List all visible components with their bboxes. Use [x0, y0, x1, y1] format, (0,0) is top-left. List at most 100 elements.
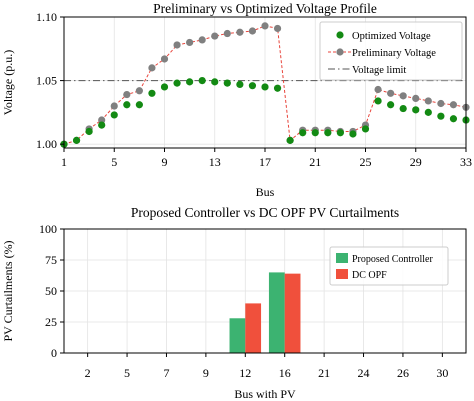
preliminary-voltage-point [135, 87, 143, 95]
optimized-voltage-point [110, 111, 118, 119]
preliminary-voltage-point [424, 97, 432, 105]
optimized-voltage-point [349, 130, 357, 138]
y-axis-label: Voltage (p.u.) [1, 50, 15, 115]
x-tick-label: 33 [460, 155, 472, 169]
optimized-voltage-point [261, 83, 269, 91]
optimized-voltage-point [437, 112, 445, 120]
preliminary-voltage-point [223, 29, 231, 38]
x-tick-label: 26 [397, 366, 409, 380]
optimized-voltage-point [85, 127, 93, 136]
optimized-voltage-point [173, 79, 181, 87]
preliminary-voltage-point [449, 101, 458, 109]
legend-swatch-proposed [336, 253, 348, 263]
x-tick-label: 9 [162, 155, 168, 169]
optimized-voltage-point [336, 129, 344, 137]
legend-box [319, 21, 463, 81]
x-tick-label: 29 [410, 155, 422, 169]
legend-label-optimized: Optimized Voltage [352, 31, 431, 42]
preliminary-voltage-point [173, 41, 181, 49]
x-tick-label: 24 [358, 366, 370, 380]
optimized-voltage-point [72, 136, 81, 144]
bar-dc-opf [284, 273, 301, 353]
y-tick-label: 1.10 [36, 10, 57, 24]
legend-label-dc-opf: DC OPF [352, 270, 387, 281]
bar-proposed-controller [268, 272, 285, 353]
legend-label-proposed: Proposed Controller [352, 254, 433, 265]
preliminary-voltage-point [273, 24, 282, 33]
preliminary-voltage-point [98, 116, 106, 124]
preliminary-voltage-point [387, 89, 395, 97]
chart-title: Preliminary vs Optimized Voltage Profile [153, 1, 377, 16]
x-tick-label: 1 [61, 155, 67, 169]
voltage-profile-chart: 1 5 9 13 17 21 25 29 33 1.00 1.05 1.10 Preliminary v… [1, 1, 472, 199]
optimized-voltage-point [374, 97, 382, 105]
preliminary-voltage-point [186, 38, 194, 47]
optimized-voltage-point [98, 121, 106, 129]
chart-title: Proposed Controller vs DC OPF PV Curtail… [131, 205, 399, 220]
optimized-voltage-point [299, 129, 307, 137]
optimized-voltage-point [324, 129, 332, 137]
y-tick-label: 100 [39, 222, 57, 236]
optimized-voltage-point [412, 106, 420, 114]
preliminary-voltage-point [236, 28, 244, 36]
preliminary-voltage-point [374, 85, 382, 94]
y-tick-label: 75 [45, 253, 57, 267]
optimized-voltage-point [399, 104, 407, 113]
legend-box [329, 246, 449, 286]
x-tick-label: 17 [259, 155, 271, 169]
optimized-voltage-point [135, 101, 143, 109]
optimized-voltage-point [223, 79, 231, 87]
optimized-voltage-point [186, 78, 194, 86]
legend-swatch-dc-opf [336, 269, 348, 279]
optimized-voltage-point [273, 84, 282, 92]
x-axis-label: Bus [256, 185, 275, 199]
y-tick-label: 0 [51, 346, 57, 360]
y-tick-label: 50 [45, 284, 57, 298]
optimized-voltage-point [160, 83, 169, 91]
preliminary-voltage-point [211, 32, 219, 40]
preliminary-voltage-point [123, 90, 131, 99]
legend-label-preliminary: Preliminary Voltage [352, 48, 436, 59]
bar-proposed-controller [229, 318, 246, 353]
x-axis-label: Bus with PV [234, 387, 296, 401]
x-tick-label: 12 [239, 366, 251, 380]
optimized-voltage-point [286, 136, 294, 144]
y-axis-label: PV Curtailments (%) [1, 240, 15, 341]
x-tick-label: 9 [203, 366, 209, 380]
x-tick-label: 2 [85, 366, 91, 380]
preliminary-voltage-point [261, 22, 269, 30]
y-tick-label: 1.05 [36, 74, 57, 88]
x-tick-label: 5 [124, 366, 130, 380]
optimized-voltage-point [361, 125, 370, 133]
legend-marker-preliminary [336, 48, 344, 56]
preliminary-voltage-point [198, 36, 206, 44]
preliminary-voltage-point [412, 94, 420, 102]
y-tick-label: 1.00 [36, 137, 57, 151]
preliminary-voltage-point [110, 102, 118, 110]
preliminary-voltage-point [399, 92, 407, 100]
x-tick-label: 30 [436, 366, 448, 380]
x-tick-label: 5 [111, 155, 117, 169]
optimized-voltage-point [123, 101, 131, 109]
preliminary-voltage-point [437, 99, 445, 108]
preliminary-voltage-point [248, 27, 257, 35]
x-tick-label: 25 [360, 155, 372, 169]
legend-label-limit: Voltage limit [352, 65, 406, 76]
optimized-voltage-point [449, 115, 458, 123]
optimized-voltage-point [424, 108, 432, 116]
optimized-voltage-point [236, 80, 244, 89]
optimized-voltage-point [248, 82, 257, 90]
x-tick-label: 21 [309, 155, 321, 169]
x-tick-label: 16 [279, 366, 291, 380]
x-tick-label: 21 [318, 366, 330, 380]
x-tick-label: 7 [163, 366, 169, 380]
optimized-voltage-point [311, 129, 319, 137]
legend: Optimized Voltage Preliminary Voltage Volt… [319, 21, 463, 81]
optimized-voltage-point [198, 76, 206, 85]
legend: Proposed Controller DC OPF [329, 246, 449, 286]
y-tick-label: 25 [45, 315, 57, 329]
optimized-voltage-point [211, 78, 219, 86]
x-tick-label: 13 [209, 155, 221, 169]
